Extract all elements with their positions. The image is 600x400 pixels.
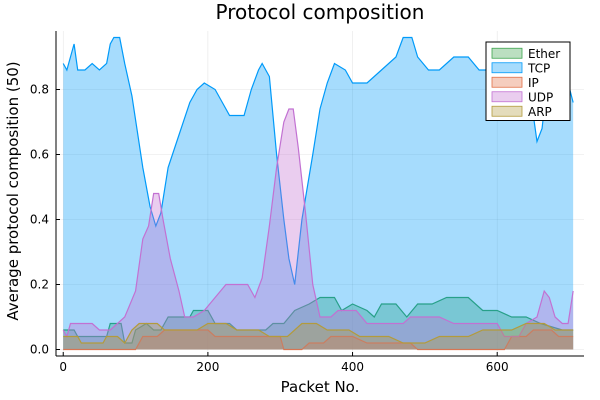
legend-label-ether: Ether — [528, 47, 560, 61]
y-tick-label-1: 0.2 — [30, 278, 49, 292]
tick-labels: 0 200 400 600 0.0 0.2 0.4 0.6 0.8 — [30, 83, 509, 375]
legend-label-tcp: TCP — [527, 61, 550, 75]
x-tick-label-2: 400 — [341, 360, 364, 374]
legend-swatch-udp — [491, 91, 523, 103]
y-tick-label-3: 0.6 — [30, 148, 49, 162]
x-tick-label-3: 600 — [486, 360, 509, 374]
y-tick-label-4: 0.8 — [30, 83, 49, 97]
x-tick-label-1: 200 — [196, 360, 219, 374]
y-tick-label-0: 0.0 — [30, 343, 49, 357]
chart-title: Protocol composition — [216, 0, 425, 24]
legend-swatch-ether — [491, 47, 523, 59]
series-line-ether — [63, 296, 574, 344]
series-area-ip — [63, 330, 574, 350]
series-line-arp — [63, 322, 574, 344]
series-areas — [62, 36, 574, 351]
legend-label-ip: IP — [528, 76, 539, 90]
series-line-ip — [63, 329, 574, 351]
legend-swatch-tcp — [491, 62, 523, 74]
series-area-tcp — [63, 37, 574, 350]
series-line-udp — [62, 108, 574, 339]
x-axis-label: Packet No. — [281, 378, 360, 396]
legend-label-udp: UDP — [528, 90, 553, 104]
legend-swatch-ip — [491, 76, 523, 88]
legend-swatch-arp — [491, 105, 523, 117]
legend-label-arp: ARP — [528, 105, 552, 119]
x-tick-label-0: 0 — [59, 360, 67, 374]
legend-box — [485, 41, 571, 121]
series-line-tcp — [62, 36, 574, 285]
axes — [55, 31, 584, 357]
y-tick-label-2: 0.4 — [30, 213, 49, 227]
y-axis-label: Average protocol composition (50) — [4, 61, 22, 320]
